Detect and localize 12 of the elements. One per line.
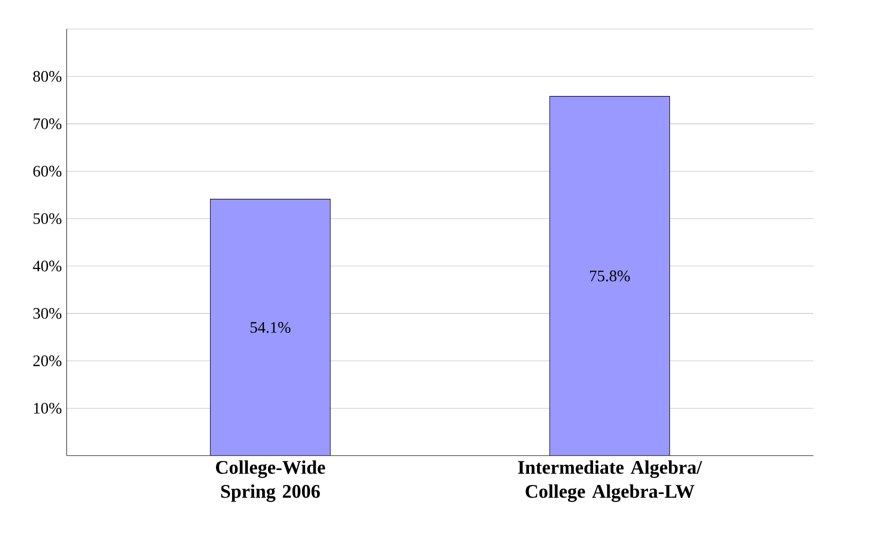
y-tick-label: 10% bbox=[34, 402, 62, 414]
data-label: 75.8% bbox=[590, 270, 630, 282]
x-tick-label: College-Wide Spring 2006 bbox=[216, 460, 326, 502]
y-tick-label: 20% bbox=[33, 355, 62, 366]
y-tick-label: 80% bbox=[33, 70, 62, 82]
y-tick-label: 40% bbox=[32, 260, 62, 272]
x-tick-label: Intermediate Algebra/ College Algebra-LW bbox=[518, 460, 702, 502]
y-tick-label: 50% bbox=[34, 213, 62, 224]
y-tick-label: 30% bbox=[33, 308, 62, 319]
data-label: 54.1% bbox=[250, 322, 290, 333]
y-tick-label: 70% bbox=[34, 118, 62, 130]
y-tick-label: 60% bbox=[33, 166, 62, 177]
